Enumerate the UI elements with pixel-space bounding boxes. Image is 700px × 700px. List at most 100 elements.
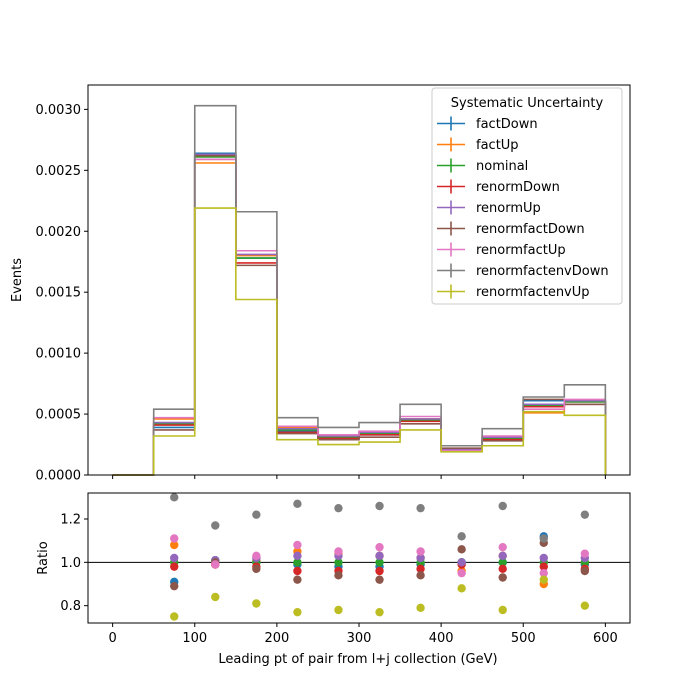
ratio-point	[375, 566, 384, 576]
ratio-point	[334, 558, 343, 567]
main-plot-panel: 0.0000 0.0005 0.0010 0.0015 0.0020 0.0025 0.00…	[10, 84, 631, 484]
ratio-point	[170, 562, 179, 571]
ratio-point	[252, 510, 261, 519]
x-tick-label: 100	[182, 631, 207, 646]
ratio-y-tick-label: 1.2	[60, 513, 81, 528]
ratio-point	[252, 551, 261, 561]
legend-label: factUp	[476, 138, 519, 153]
legend-label: nominal	[476, 159, 528, 174]
legend-entry-renormfactDown: renormfactDown	[437, 221, 585, 237]
ratio-point	[457, 532, 466, 541]
ratio-point	[539, 575, 548, 584]
main-x-axis	[112, 475, 606, 479]
ratio-point	[211, 592, 220, 602]
legend-label: renormUp	[476, 201, 541, 216]
ratio-point	[457, 584, 466, 593]
legend-label: renormfactenvDown	[476, 264, 609, 279]
ratio-point	[293, 540, 302, 550]
legend-label: factDown	[476, 117, 538, 132]
ratio-point	[580, 549, 590, 558]
main-y-tick-label: 0.0025	[36, 164, 82, 179]
histogram-series-renormfactenvDown	[112, 104, 607, 476]
ratio-point	[375, 575, 384, 584]
ratio-point	[170, 612, 179, 621]
ratio-point	[375, 501, 384, 511]
legend-label: renormDown	[476, 180, 560, 195]
ratio-point	[293, 551, 302, 561]
x-tick-label: 200	[264, 631, 289, 646]
ratio-point	[457, 568, 466, 578]
legend-entry-renormfactenvDown: renormfactenvDown	[437, 263, 609, 279]
ratio-point	[252, 599, 261, 608]
ratio-point	[375, 558, 384, 567]
ratio-x-axis: 0 100 200 300 400 500 600	[108, 623, 618, 646]
ratio-point	[252, 564, 261, 574]
ratio-point	[539, 568, 548, 578]
ratio-point	[375, 607, 384, 617]
ratio-point	[334, 503, 343, 513]
ratio-point	[375, 551, 384, 561]
ratio-point	[170, 540, 179, 550]
ratio-point	[293, 607, 302, 617]
x-tick-label: 500	[511, 631, 536, 646]
x-tick-label: 400	[429, 631, 454, 646]
ratio-point	[416, 503, 425, 513]
x-tick-label: 300	[347, 631, 372, 646]
chart-legend: Systematic Uncertainty factDown factUp nom…	[431, 87, 623, 305]
ratio-series-renormfactenvDown	[170, 493, 590, 543]
main-y-tick-label: 0.0030	[36, 103, 82, 118]
ratio-point	[293, 566, 302, 576]
x-axis-label: Leading pt of pair from l+j collection (…	[218, 652, 497, 667]
main-y-tick-label: 0.0010	[36, 347, 82, 362]
ratio-y-axis-label: Ratio	[36, 541, 51, 574]
ratio-point	[211, 560, 220, 569]
ratio-point	[539, 553, 548, 563]
ratio-point	[334, 605, 343, 615]
ratio-point	[416, 603, 425, 613]
legend-title: Systematic Uncertainty	[451, 96, 604, 111]
ratio-series-renormfactenvUp	[170, 575, 590, 621]
ratio-point	[416, 547, 425, 556]
ratio-point	[498, 501, 507, 511]
ratio-point	[580, 510, 590, 519]
ratio-point	[580, 566, 590, 576]
ratio-point	[334, 547, 343, 556]
ratio-point	[457, 545, 466, 554]
ratio-point	[211, 521, 220, 530]
histogram-series-renormfactenvUp	[112, 207, 607, 476]
ratio-y-axis: 0.8 1.0 1.2	[60, 513, 88, 614]
ratio-point	[498, 564, 507, 574]
main-y-tick-label: 0.0015	[36, 286, 82, 301]
legend-entry-renormDown: renormDown	[437, 179, 560, 195]
legend-label: renormfactenvUp	[476, 285, 590, 300]
ratio-point	[293, 575, 302, 584]
ratio-point	[498, 573, 507, 582]
ratio-point	[170, 581, 179, 591]
ratio-series-renormfactUp	[170, 534, 590, 578]
legend-entry-factUp: factUp	[437, 137, 519, 153]
ratio-point	[498, 551, 507, 561]
ratio-point	[293, 558, 302, 567]
ratio-point	[170, 534, 179, 543]
ratio-point	[580, 601, 590, 610]
legend-entry-nominal: nominal	[437, 158, 528, 174]
legend-frame	[431, 87, 623, 305]
ratio-point	[416, 564, 425, 574]
ratio-plot-panel: 0.8 1.0 1.2 0 100 200 300 400 500 600 Ratio Lead…	[36, 492, 631, 667]
legend-entry-factDown: factDown	[437, 116, 538, 132]
legend-entry-renormfactUp: renormfactUp	[437, 242, 566, 258]
main-y-tick-label: 0.0005	[36, 408, 82, 423]
main-y-tick-label: 0.0020	[36, 225, 82, 240]
legend-entries: factDown factUp nominal renormDown renormUp r…	[437, 116, 609, 300]
x-tick-label: 600	[593, 631, 618, 646]
ratio-point	[416, 571, 425, 580]
legend-label: renormfactUp	[476, 243, 566, 258]
ratio-plot-marks	[170, 493, 590, 621]
main-y-axis: 0.0000 0.0005 0.0010 0.0015 0.0020 0.0025 0.00…	[36, 103, 88, 484]
ratio-point	[539, 534, 548, 543]
legend-entry-renormfactenvUp: renormfactenvUp	[437, 284, 590, 300]
legend-label: renormfactDown	[476, 222, 585, 237]
ratio-y-tick-label: 1.0	[60, 556, 81, 571]
